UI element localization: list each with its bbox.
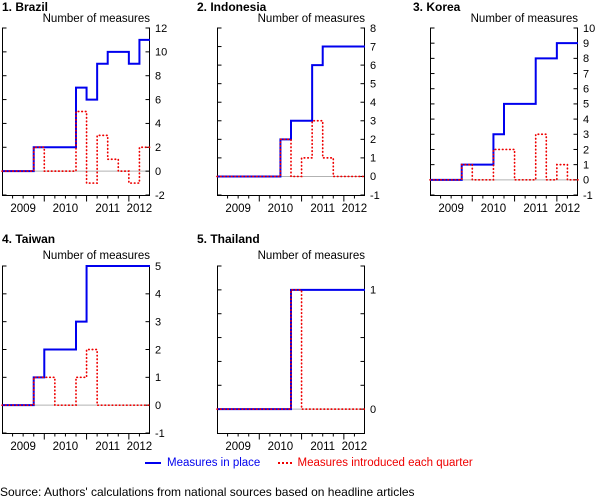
svg-text:2010: 2010 xyxy=(268,441,294,453)
panel-title: 2. Indonesia xyxy=(197,0,267,14)
svg-text:2010: 2010 xyxy=(481,203,507,215)
svg-text:2010: 2010 xyxy=(53,203,79,215)
svg-text:8: 8 xyxy=(155,71,161,83)
panel-thailand: 5. Thailand Number of measures 0 1 2009 201… xyxy=(195,232,387,460)
svg-text:3: 3 xyxy=(155,316,161,328)
panel-title: 5. Thailand xyxy=(197,232,260,246)
svg-text:5: 5 xyxy=(370,78,376,90)
svg-text:3: 3 xyxy=(583,129,589,141)
svg-text:4: 4 xyxy=(155,118,161,130)
panel-title: 1. Brazil xyxy=(2,0,49,14)
svg-text:10: 10 xyxy=(155,47,167,59)
panel-indonesia: 2. Indonesia Number of measures -1 0 1 2 3 4 5… xyxy=(195,0,387,228)
svg-text:5: 5 xyxy=(583,99,589,111)
svg-text:7: 7 xyxy=(583,68,589,80)
panel-title: 4. Taiwan xyxy=(2,232,56,246)
panel-korea: 3. Korea Number of measures -1 0 1 2 3 4 5 6 7 8 9… xyxy=(411,0,600,228)
svg-text:-1: -1 xyxy=(155,428,165,440)
svg-text:1: 1 xyxy=(155,372,161,384)
svg-text:2009: 2009 xyxy=(225,203,251,215)
legend-item-in-place: Measures in place xyxy=(145,457,260,469)
svg-text:2: 2 xyxy=(583,144,589,156)
svg-text:2010: 2010 xyxy=(268,203,294,215)
y-axis-note: Number of measures xyxy=(257,250,365,262)
chart-korea: -1 0 1 2 3 4 5 6 7 8 9 10 2009 2010 2011 2012 xyxy=(429,23,595,215)
chart-brazil: -2 0 2 4 6 8 10 12 2009 2010 2011 2012 xyxy=(1,23,167,215)
svg-text:5: 5 xyxy=(155,261,161,273)
svg-text:0: 0 xyxy=(155,400,161,412)
y-axis-note: Number of measures xyxy=(42,13,150,25)
svg-text:1: 1 xyxy=(583,159,589,171)
svg-text:2011: 2011 xyxy=(523,203,548,215)
chart-indonesia: -1 0 1 2 3 4 5 6 7 8 2009 2010 2011 2012 xyxy=(216,23,380,215)
svg-text:1: 1 xyxy=(370,285,376,297)
svg-text:6: 6 xyxy=(155,94,161,106)
svg-text:2012: 2012 xyxy=(342,441,368,453)
svg-text:2: 2 xyxy=(155,344,161,356)
y-axis-note: Number of measures xyxy=(42,250,150,262)
svg-text:2009: 2009 xyxy=(225,441,251,453)
svg-text:4: 4 xyxy=(370,97,376,109)
svg-text:2012: 2012 xyxy=(342,203,368,215)
svg-text:12: 12 xyxy=(155,23,167,35)
svg-text:9: 9 xyxy=(583,38,589,50)
figure-legend: Measures in place Measures introduced ea… xyxy=(145,457,487,469)
chart-thailand: 0 1 2009 2010 2011 2012 xyxy=(216,265,376,453)
svg-text:0: 0 xyxy=(155,166,161,178)
svg-text:10: 10 xyxy=(583,23,595,35)
svg-text:2: 2 xyxy=(370,134,376,146)
panel-title: 3. Korea xyxy=(413,0,461,14)
svg-text:2010: 2010 xyxy=(53,441,79,453)
svg-text:1: 1 xyxy=(370,153,376,165)
svg-text:8: 8 xyxy=(583,53,589,65)
y-axis-note: Number of measures xyxy=(257,13,365,25)
svg-text:4: 4 xyxy=(155,289,161,301)
y-axis-note: Number of measures xyxy=(470,13,578,25)
panel-taiwan: 4. Taiwan Number of measures -1 0 1 2 3 4 5 200… xyxy=(0,232,192,460)
svg-text:4: 4 xyxy=(583,114,589,126)
svg-text:2009: 2009 xyxy=(438,203,464,215)
svg-text:-1: -1 xyxy=(583,190,593,202)
panel-brazil: 1. Brazil Number of measures -2 0 2 4 6 8 10 12… xyxy=(0,0,192,228)
svg-text:2011: 2011 xyxy=(310,203,335,215)
svg-text:2: 2 xyxy=(155,142,161,154)
legend-label-in-place: Measures in place xyxy=(167,457,261,469)
svg-text:0: 0 xyxy=(370,171,376,183)
svg-text:3: 3 xyxy=(370,116,376,128)
svg-text:2009: 2009 xyxy=(10,441,36,453)
dotted-line-swatch xyxy=(277,461,292,464)
svg-text:2011: 2011 xyxy=(310,441,335,453)
svg-text:8: 8 xyxy=(370,23,376,35)
svg-text:-2: -2 xyxy=(155,190,165,202)
svg-text:0: 0 xyxy=(370,404,376,416)
svg-text:2011: 2011 xyxy=(95,203,120,215)
svg-text:6: 6 xyxy=(370,60,376,72)
svg-text:6: 6 xyxy=(583,84,589,96)
solid-line-swatch xyxy=(145,461,161,464)
svg-text:0: 0 xyxy=(583,175,589,187)
svg-text:-1: -1 xyxy=(370,190,380,202)
legend-item-introduced: Measures introduced each quarter xyxy=(277,457,473,469)
svg-text:2011: 2011 xyxy=(95,441,120,453)
svg-text:2012: 2012 xyxy=(555,203,581,215)
svg-text:2012: 2012 xyxy=(127,203,153,215)
legend-label-introduced: Measures introduced each quarter xyxy=(297,457,473,469)
chart-taiwan: -1 0 1 2 3 4 5 2009 2010 2011 2012 xyxy=(1,261,165,453)
svg-text:7: 7 xyxy=(370,41,376,53)
source-note: Source: Authors' calculations from natio… xyxy=(0,485,415,499)
svg-text:2012: 2012 xyxy=(127,441,153,453)
svg-text:2009: 2009 xyxy=(10,203,36,215)
